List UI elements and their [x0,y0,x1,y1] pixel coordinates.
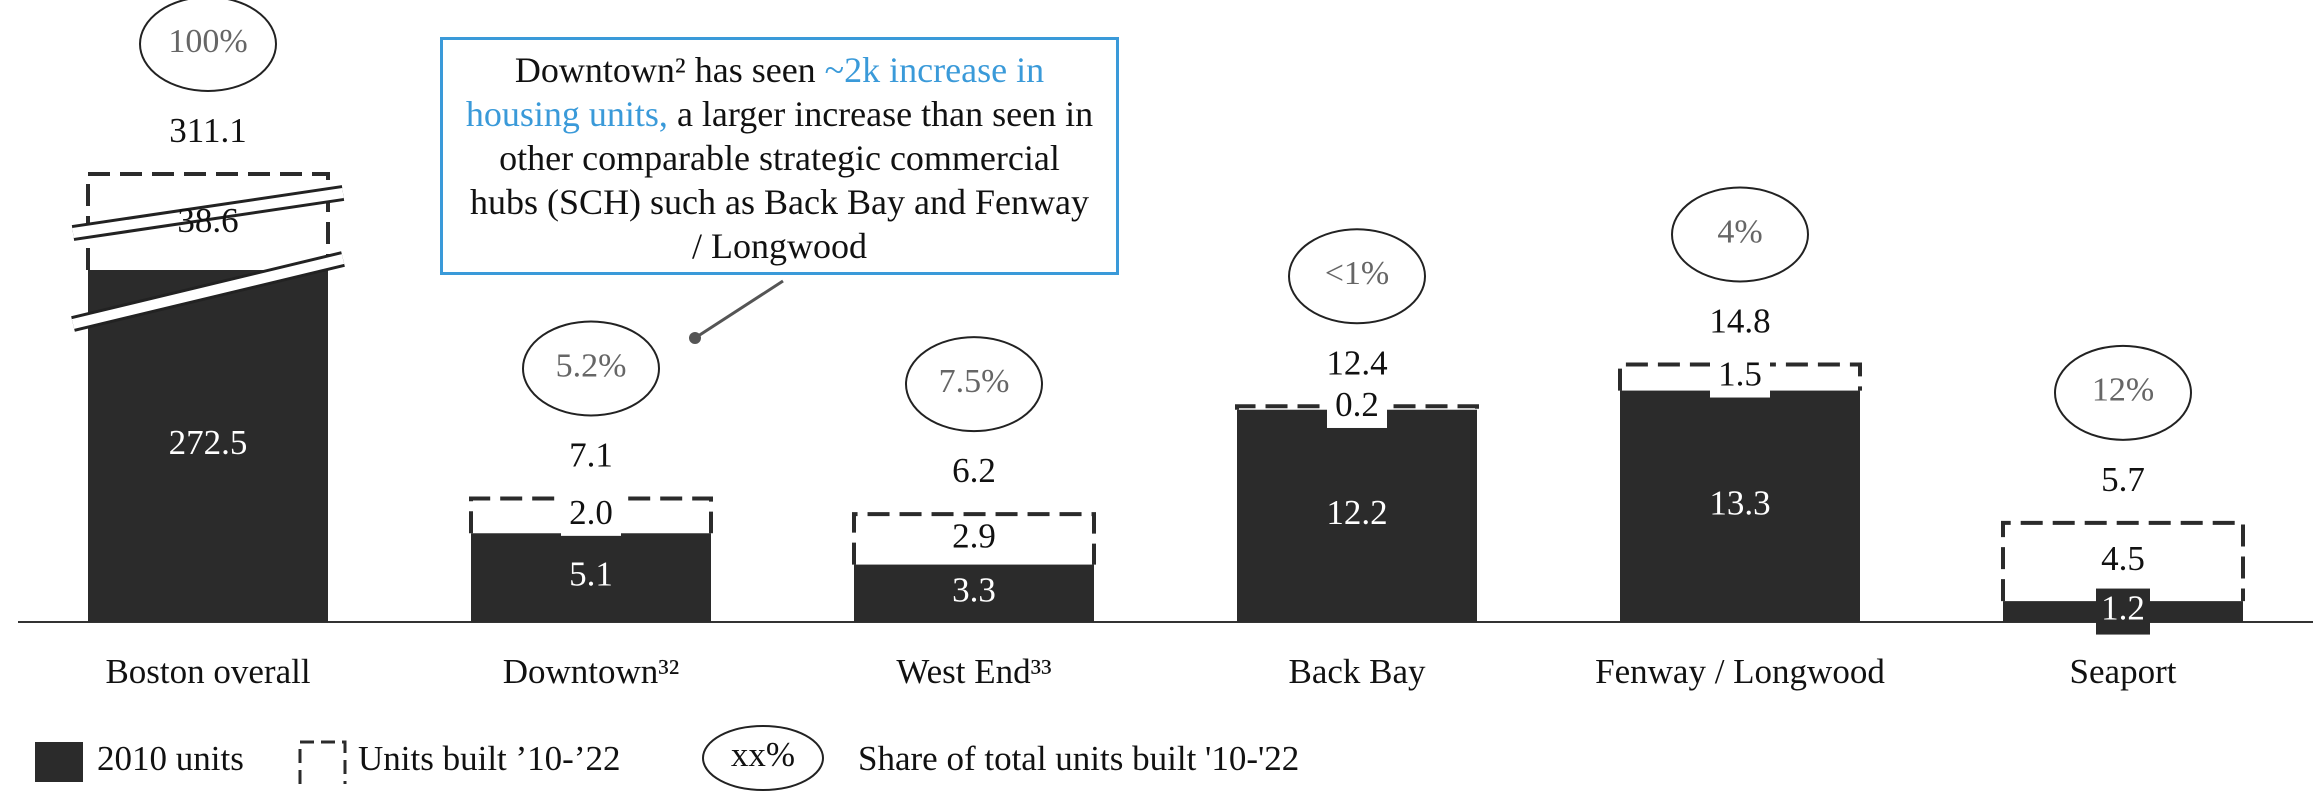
label-bg [1327,387,1387,428]
share-label: 12% [2092,372,2154,409]
share-label: 100% [168,23,247,60]
axis-break [71,254,345,329]
value-label: 0.2 [1335,385,1379,424]
value-label: 12.2 [1326,493,1387,532]
value-label: 2.0 [569,493,613,532]
value-label: 3.3 [952,570,996,609]
legend-bubble-label: xx% [731,735,795,774]
value-label: 272.5 [169,423,248,462]
callout-pointer [694,279,784,340]
bar-built [852,512,1096,565]
value-label: 38.6 [177,201,238,240]
value-label: 13.3 [1709,483,1770,522]
label-bg [1710,357,1770,398]
share-label: 4% [1717,213,1762,250]
total-label: 5.7 [2101,460,2145,499]
label-bg [561,495,621,536]
share-bubble [522,320,660,417]
bar-2010 [854,564,1094,622]
bar-built [86,172,330,270]
share-bubble [2054,344,2192,441]
legend-label: Units built ’10-’22 [358,739,620,778]
legend-label: Share of total units built '10-'22 [858,739,1299,778]
share-label: 5.2% [556,347,627,384]
legend-label: 2010 units [97,739,244,778]
annotation-highlight: ~2k increase in housing units, [465,50,1045,134]
share-bubble [139,0,277,92]
total-label: 12.4 [1326,343,1387,382]
total-label: 6.2 [952,451,996,490]
bar-2010 [88,270,328,622]
x-tick-label: Seaport [2070,652,2177,691]
total-label: 14.8 [1709,302,1770,341]
x-tick-label: Back Bay [1288,652,1426,691]
value-label: 1.2 [2101,589,2145,628]
total-label: 311.1 [169,111,246,150]
x-tick-label: Fenway / Longwood [1595,652,1885,691]
annotation-text: a larger increase than seen in other com… [470,94,1094,266]
value-label: 4.5 [2101,539,2145,578]
annotation-text: Downtown² has seen [514,50,825,90]
share-label: 7.5% [939,363,1010,400]
legend-bubble [702,725,824,791]
bar-built [469,496,713,534]
x-tick-label: West End³³ [896,652,1051,691]
share-bubble [905,336,1043,433]
annotation: Downtown² has seen ~2k increase in housi… [440,37,1119,275]
bar-2010 [1620,390,1860,622]
bar-2010 [1237,409,1477,622]
share-label: <1% [1325,255,1390,292]
bar-built [1235,404,1479,410]
share-bubble [1288,228,1426,325]
legend-swatch [298,740,347,784]
label-bg [2096,588,2150,635]
value-label: 5.1 [569,555,613,594]
x-tick-label: Boston overall [105,652,310,691]
value-label: 1.5 [1718,355,1762,394]
share-bubble [1671,186,1809,283]
bar-built [2001,520,2245,602]
axis-break [72,188,344,238]
total-label: 7.1 [569,435,613,474]
x-tick-label: Downtown³² [503,652,680,691]
bar-2010 [471,533,711,622]
value-label: 2.9 [952,516,996,555]
legend-swatch [35,742,83,782]
callout-dot [689,332,701,344]
